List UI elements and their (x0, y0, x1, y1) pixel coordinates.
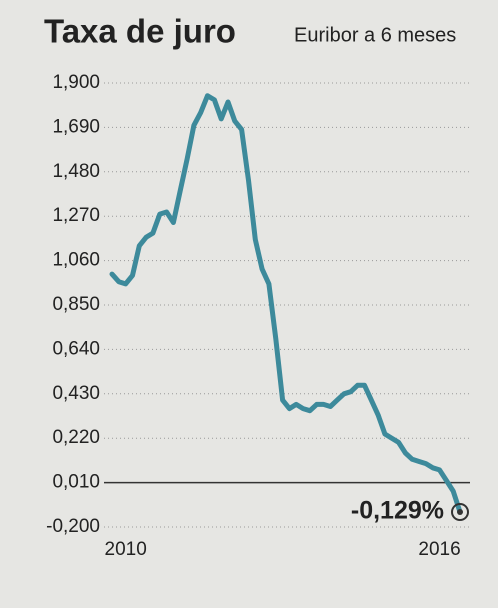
y-tick-label: 0,850 (52, 294, 100, 315)
y-tick-label: 0,640 (52, 338, 100, 359)
x-tick-label: 2016 (418, 539, 460, 560)
value-annotation: -0,129% (351, 497, 444, 525)
line (109, 93, 463, 515)
y-tick-label: 1,060 (52, 250, 100, 271)
y-tick-label: 0,220 (52, 427, 100, 448)
y-tick-label: 1,480 (52, 161, 100, 182)
end-dot (457, 508, 463, 515)
y-tick-label: -0,200 (46, 516, 100, 537)
y-tick-label: 1,270 (52, 205, 100, 226)
chart-subtitle: Euribor a 6 meses (294, 24, 456, 46)
end-marker (451, 502, 469, 521)
y-tick-label: 1,900 (52, 72, 100, 93)
y-tick-label: 0,430 (52, 383, 100, 404)
y-tick-label: 0,010 (52, 472, 100, 493)
x-tick-label: 2010 (105, 539, 147, 560)
y-tick-label: 1,690 (52, 116, 100, 137)
chart-title: Taxa de juro (44, 13, 236, 50)
